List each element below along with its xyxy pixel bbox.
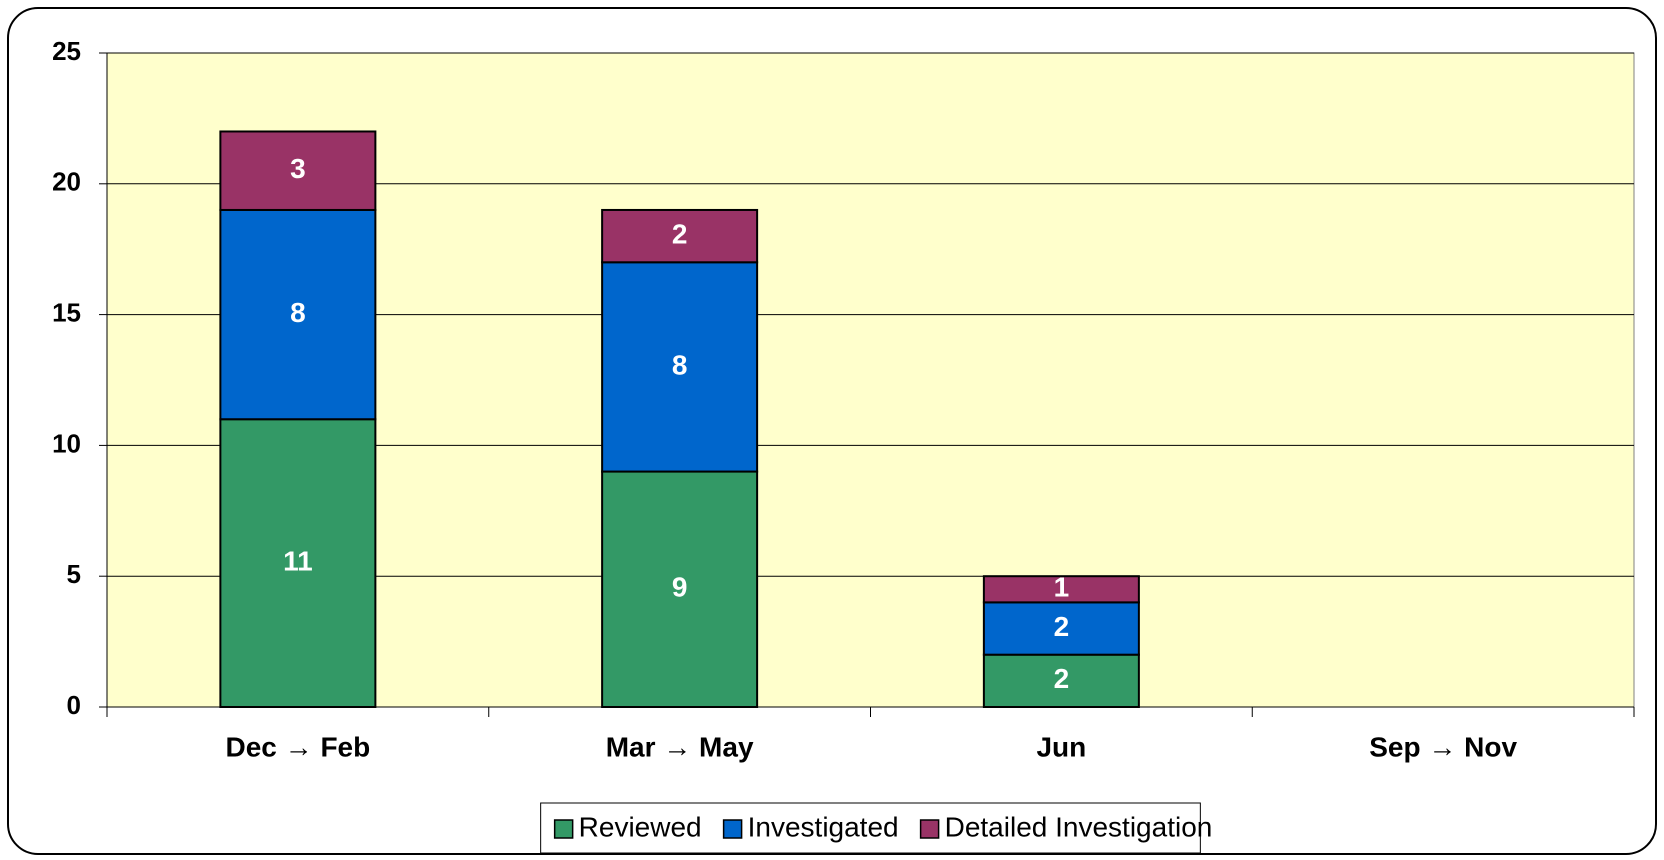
y-tick-label: 0 <box>67 690 81 720</box>
bar-segment <box>982 575 1140 604</box>
data-label: 2 <box>1054 611 1070 642</box>
y-tick-label: 5 <box>67 559 81 589</box>
x-tick-label: Sep → Nov <box>1369 731 1517 762</box>
legend-label: Investigated <box>748 811 899 842</box>
bar-segment <box>219 130 377 211</box>
data-label: 8 <box>290 297 306 328</box>
data-label: 3 <box>290 153 306 184</box>
x-tick-label: Dec → Feb <box>226 731 371 762</box>
data-label: 8 <box>672 349 688 380</box>
legend-box <box>540 802 1201 854</box>
legend-swatch <box>919 819 940 839</box>
legend-swatch <box>722 819 743 839</box>
data-label: 9 <box>672 572 688 603</box>
data-label: 1 <box>1054 572 1070 603</box>
bar-segment <box>601 261 759 473</box>
bar-segment <box>601 470 759 708</box>
y-tick-label: 10 <box>52 428 81 458</box>
legend: Reviewed Investigated Detailed Investigati… <box>540 802 1213 854</box>
data-label: 2 <box>672 219 688 250</box>
y-tick-label: 20 <box>52 167 81 197</box>
data-label: 2 <box>1054 663 1070 694</box>
y-tick-label: 15 <box>52 297 81 327</box>
bar-segment <box>601 208 759 264</box>
legend-label: Detailed Investigation <box>945 811 1213 842</box>
x-tick-label: Jun <box>1036 731 1086 762</box>
y-tick-label: 25 <box>52 36 81 66</box>
bar-segment <box>982 601 1140 656</box>
legend-label: Reviewed <box>579 811 702 842</box>
bar-segment <box>219 208 377 421</box>
bar-segment <box>219 418 377 708</box>
data-label: 11 <box>283 546 313 577</box>
legend-swatch <box>553 819 574 839</box>
x-tick-label: Mar → May <box>606 731 754 762</box>
